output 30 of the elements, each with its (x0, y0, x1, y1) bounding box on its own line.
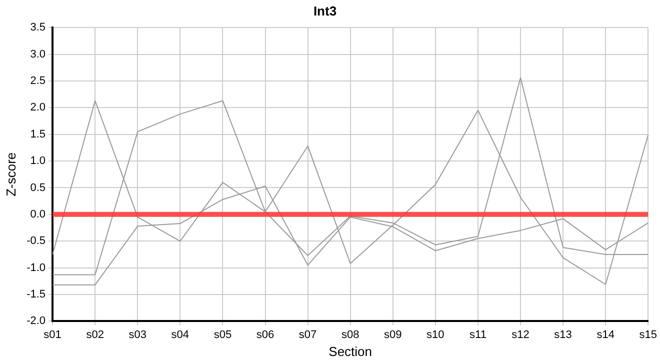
x-axis-title: Section (328, 344, 372, 359)
y-tick-label: -2.0 (26, 315, 46, 328)
x-tick-label: s04 (171, 328, 190, 341)
y-tick-label: 2.0 (30, 102, 46, 114)
x-tick-label: s01 (44, 328, 62, 341)
x-tick-label: s11 (470, 328, 486, 341)
y-tick-label: -1.5 (26, 288, 46, 301)
x-tick-label: s07 (298, 328, 317, 341)
y-tick-label: 3.0 (30, 48, 46, 60)
x-tick-label: s15 (639, 328, 658, 341)
x-tick-label: s06 (256, 328, 274, 341)
x-tick-label: s08 (341, 328, 360, 341)
x-tick-label: s05 (214, 328, 232, 341)
x-tick-label: s10 (426, 328, 444, 341)
y-tick-label: 0.5 (30, 182, 46, 194)
x-tick-label: s14 (596, 328, 614, 341)
y-tick-label: 0.0 (30, 208, 46, 220)
x-tick-label: s03 (128, 328, 147, 341)
x-tick-label: s09 (384, 328, 402, 341)
y-tick-label: 1.0 (30, 155, 46, 168)
y-tick-label: 3.5 (30, 22, 46, 34)
x-tick-label: s12 (512, 328, 530, 341)
y-tick-label: -1.0 (26, 262, 46, 274)
x-tick-label: s13 (554, 328, 572, 341)
y-tick-label: -0.5 (26, 235, 46, 248)
chart-title: Int3 (313, 3, 337, 18)
x-tick-label: s02 (86, 328, 104, 341)
y-axis-title: Z-score (3, 152, 18, 196)
y-tick-label: 2.5 (30, 75, 46, 88)
y-tick-label: 1.5 (30, 128, 46, 140)
